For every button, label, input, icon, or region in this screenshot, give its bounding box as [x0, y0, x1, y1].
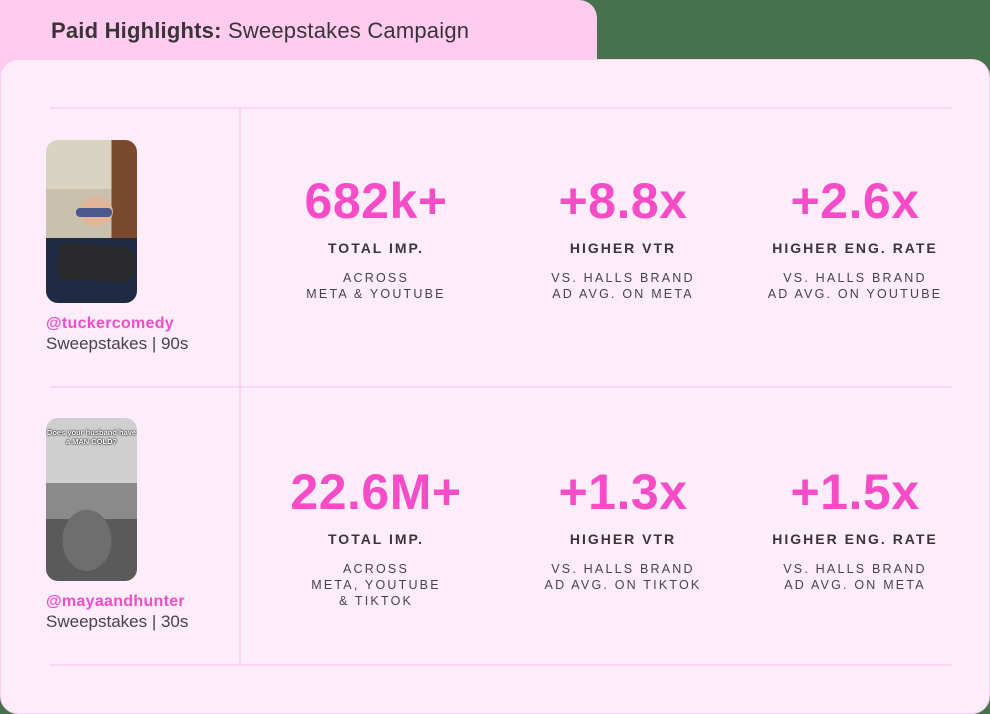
metric-value: +8.8x — [558, 173, 688, 229]
page-title-campaign: Sweepstakes Campaign — [221, 18, 470, 43]
thumbnail-caption: Does your husband have a MAN COLD? — [46, 428, 137, 446]
thumbnail-detail — [76, 208, 112, 217]
divider-bottom — [50, 664, 952, 666]
metric-label: HIGHER ENG. RATE — [772, 531, 938, 547]
creator-row-mayaandhunter: Does your husband have a MAN COLD? @maya… — [0, 387, 990, 665]
video-thumbnail[interactable] — [46, 140, 137, 303]
metric-label: HIGHER VTR — [569, 531, 677, 547]
metric-value: +2.6x — [790, 173, 920, 229]
creator-handle[interactable]: @mayaandhunter — [46, 593, 185, 610]
metric-higher-vtr: +1.3x HIGHER VTR VS. HALLS BRAND AD AVG.… — [508, 467, 738, 593]
metric-label: HIGHER VTR — [569, 240, 677, 256]
metric-value: 682k+ — [304, 173, 448, 229]
metric-value: +1.5x — [790, 464, 920, 520]
metric-higher-vtr: +8.8x HIGHER VTR VS. HALLS BRAND AD AVG.… — [508, 176, 738, 302]
creator-handle[interactable]: @tuckercomedy — [46, 315, 174, 332]
page-title-bold: Paid Highlights: — [51, 18, 222, 43]
creator-subtitle: Sweepstakes | 90s — [46, 334, 189, 353]
metric-description: ACROSS META & YOUTUBE — [306, 271, 446, 301]
metric-label: TOTAL IMP. — [328, 531, 424, 547]
metric-label: TOTAL IMP. — [328, 240, 424, 256]
metric-description: ACROSS META, YOUTUBE & TIKTOK — [311, 562, 441, 608]
divider-top — [50, 107, 952, 109]
creator-subtitle: Sweepstakes | 30s — [46, 612, 189, 631]
metric-description: VS. HALLS BRAND AD AVG. ON YOUTUBE — [767, 271, 943, 301]
metric-total-impressions: 22.6M+ TOTAL IMP. ACROSS META, YOUTUBE &… — [261, 467, 491, 609]
page-title: Paid Highlights: Sweepstakes Campaign — [51, 18, 469, 44]
divider-middle — [50, 386, 952, 388]
creator-info: Does your husband have a MAN COLD? @maya… — [46, 418, 188, 632]
creator-info: @tuckercomedy Sweepstakes | 90s — [46, 140, 188, 354]
metric-description: VS. HALLS BRAND AD AVG. ON META — [551, 271, 695, 301]
creator-row-tuckercomedy: @tuckercomedy Sweepstakes | 90s 682k+ TO… — [0, 108, 990, 387]
video-thumbnail[interactable]: Does your husband have a MAN COLD? — [46, 418, 137, 581]
metric-higher-eng-rate: +1.5x HIGHER ENG. RATE VS. HALLS BRAND A… — [740, 467, 970, 593]
metric-value: 22.6M+ — [290, 464, 462, 520]
metric-higher-eng-rate: +2.6x HIGHER ENG. RATE VS. HALLS BRAND A… — [740, 176, 970, 302]
metric-value: +1.3x — [558, 464, 688, 520]
metric-label: HIGHER ENG. RATE — [772, 240, 938, 256]
metric-description: VS. HALLS BRAND AD AVG. ON META — [783, 562, 927, 592]
metric-total-impressions: 682k+ TOTAL IMP. ACROSS META & YOUTUBE — [261, 176, 491, 302]
divider-vertical — [239, 108, 241, 665]
thumbnail-detail — [56, 242, 137, 284]
metric-description: VS. HALLS BRAND AD AVG. ON TIKTOK — [544, 562, 702, 592]
